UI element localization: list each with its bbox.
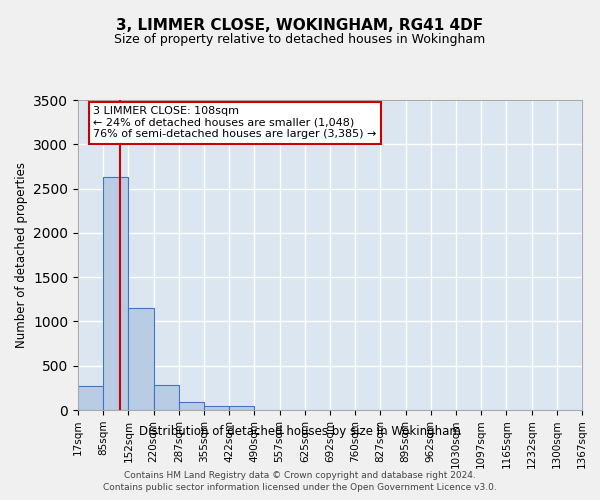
Bar: [128, 308, 154, 410]
Text: Contains public sector information licensed under the Open Government Licence v3: Contains public sector information licen…: [103, 484, 497, 492]
Bar: [154, 385, 179, 410]
Text: Size of property relative to detached houses in Wokingham: Size of property relative to detached ho…: [115, 32, 485, 46]
Bar: [78, 386, 103, 410]
Bar: [204, 406, 229, 410]
Bar: [229, 406, 254, 410]
Bar: [103, 177, 128, 410]
Text: Distribution of detached houses by size in Wokingham: Distribution of detached houses by size …: [139, 425, 461, 438]
Y-axis label: Number of detached properties: Number of detached properties: [14, 162, 28, 348]
Bar: [179, 402, 204, 410]
Text: 3 LIMMER CLOSE: 108sqm
← 24% of detached houses are smaller (1,048)
76% of semi-: 3 LIMMER CLOSE: 108sqm ← 24% of detached…: [93, 106, 376, 140]
Text: 3, LIMMER CLOSE, WOKINGHAM, RG41 4DF: 3, LIMMER CLOSE, WOKINGHAM, RG41 4DF: [116, 18, 484, 32]
Text: Contains HM Land Registry data © Crown copyright and database right 2024.: Contains HM Land Registry data © Crown c…: [124, 471, 476, 480]
